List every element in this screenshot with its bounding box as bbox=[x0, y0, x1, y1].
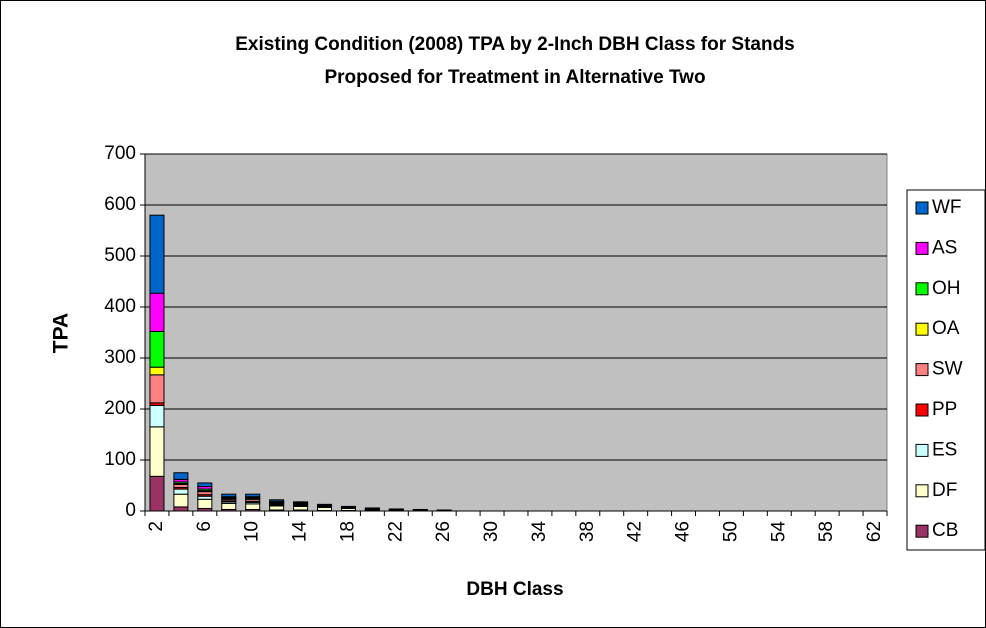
y-tick-label: 500 bbox=[104, 245, 136, 266]
x-tick-label: 18 bbox=[337, 521, 358, 542]
bar-segment bbox=[340, 505, 356, 508]
bar-segment bbox=[173, 506, 189, 512]
bar-segment bbox=[221, 493, 237, 498]
bar-segment bbox=[364, 507, 380, 509]
x-tick-label: 10 bbox=[242, 521, 263, 542]
x-tick-label: 2 bbox=[146, 521, 167, 532]
x-tick-label: 6 bbox=[194, 521, 215, 532]
legend-label: ES bbox=[932, 439, 957, 460]
y-tick-label: 200 bbox=[104, 398, 136, 419]
legend-swatch bbox=[915, 363, 929, 377]
bar-segment bbox=[149, 330, 165, 368]
bar-segment bbox=[149, 214, 165, 294]
bar-segment bbox=[269, 499, 285, 502]
bar-segment bbox=[173, 493, 189, 508]
legend-swatch bbox=[915, 524, 929, 538]
bar-segment bbox=[149, 374, 165, 404]
x-tick-label: 50 bbox=[720, 521, 741, 542]
legend-label: DF bbox=[932, 480, 957, 501]
y-tick-label: 100 bbox=[104, 449, 136, 470]
x-axis-title: DBH Class bbox=[466, 579, 563, 600]
plot-area bbox=[144, 153, 888, 512]
legend-label: SW bbox=[932, 359, 963, 380]
y-tick-label: 600 bbox=[104, 194, 136, 215]
bar-segment bbox=[436, 509, 452, 511]
x-tick-label: 58 bbox=[816, 521, 837, 542]
bar-segment bbox=[173, 488, 189, 495]
legend-label: CB bbox=[932, 520, 958, 541]
bar-segment bbox=[149, 426, 165, 477]
chart-title: Existing Condition (2008) TPA by 2-Inch … bbox=[235, 34, 795, 55]
y-tick-label: 0 bbox=[125, 500, 136, 521]
bar-segment bbox=[388, 508, 404, 510]
y-tick-label: 300 bbox=[104, 347, 136, 368]
x-tick-label: 14 bbox=[290, 521, 311, 543]
x-tick-label: 46 bbox=[673, 521, 694, 542]
legend-swatch bbox=[915, 201, 929, 215]
bar-segment bbox=[197, 482, 213, 488]
bar-segment bbox=[149, 475, 165, 512]
x-tick-label: 42 bbox=[625, 521, 646, 542]
bar-segment bbox=[197, 498, 213, 509]
bar-segment bbox=[412, 508, 428, 511]
y-tick-label: 400 bbox=[104, 296, 136, 317]
chart-subtitle: Proposed for Treatment in Alternative Tw… bbox=[324, 67, 705, 88]
legend-swatch bbox=[915, 403, 929, 417]
x-tick-label: 54 bbox=[768, 521, 789, 543]
legend-swatch bbox=[915, 322, 929, 336]
legend-label: PP bbox=[932, 399, 957, 420]
legend-label: OH bbox=[932, 278, 961, 299]
x-tick-label: 62 bbox=[864, 521, 885, 542]
x-tick-label: 26 bbox=[433, 521, 454, 542]
bar-segment bbox=[293, 501, 309, 504]
bar-segment bbox=[245, 493, 261, 498]
bar-segment bbox=[293, 505, 309, 511]
x-tick-label: 30 bbox=[481, 521, 502, 542]
legend-swatch bbox=[915, 241, 929, 255]
bar-segment bbox=[149, 404, 165, 428]
bar-segment bbox=[149, 292, 165, 332]
bar-segment bbox=[221, 502, 237, 510]
y-axis-title: TPA bbox=[50, 313, 73, 353]
bar-segment bbox=[269, 505, 285, 511]
legend-swatch bbox=[915, 484, 929, 498]
bar-segment bbox=[245, 503, 261, 510]
x-tick-label: 34 bbox=[529, 521, 550, 543]
legend-label: AS bbox=[932, 237, 957, 258]
legend-swatch bbox=[915, 443, 929, 457]
x-tick-label: 38 bbox=[577, 521, 598, 542]
y-tick-label: 700 bbox=[104, 143, 136, 164]
bar-segment bbox=[173, 472, 189, 480]
bar-segment bbox=[149, 366, 165, 376]
legend-label: OA bbox=[932, 318, 960, 339]
legend-label: WF bbox=[932, 197, 962, 218]
legend-swatch bbox=[915, 282, 929, 296]
x-tick-label: 22 bbox=[385, 521, 406, 542]
bar-segment bbox=[317, 503, 333, 506]
